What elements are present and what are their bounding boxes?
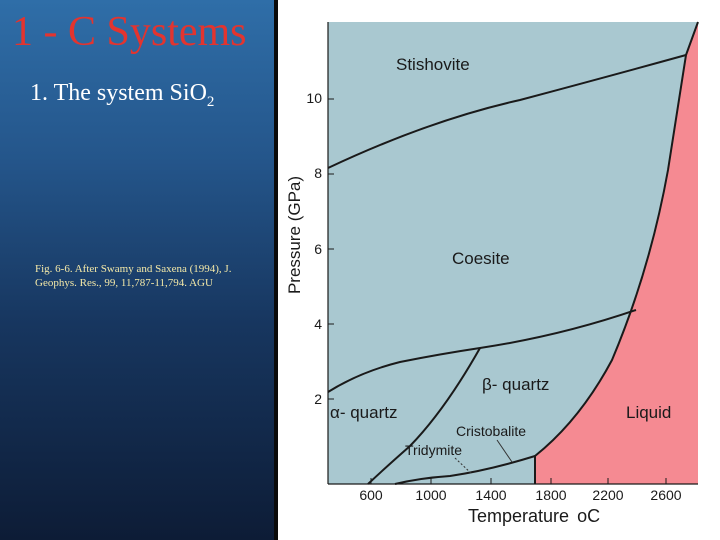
beta-quartz-label: β- quartz	[482, 375, 549, 394]
x-axis-label: Temperature oC	[468, 506, 600, 526]
cristobalite-leader	[496, 439, 513, 463]
liquid-label: Liquid	[626, 403, 671, 422]
left-panel	[0, 0, 274, 540]
phase-diagram: 600 1000 1400 1800 2200 2600 2 4 6 8 10 …	[285, 21, 699, 526]
figure-caption: Fig. 6-6. After Swamy and Saxena (1994),…	[35, 263, 232, 289]
y-tick-label: 8	[314, 165, 322, 181]
quartz-coesite-boundary	[327, 309, 637, 393]
y-tick-label: 10	[306, 90, 322, 106]
y-tick-labels: 2 4 6 8 10	[306, 90, 322, 407]
slide-subtitle: 1. The system SiO2	[30, 80, 214, 111]
slide-title: 1 - C Systems	[12, 9, 247, 55]
coesite-label: Coesite	[452, 249, 510, 268]
x-tick-label: 1800	[535, 487, 566, 503]
quartz-tridymite-boundary	[394, 455, 536, 485]
x-tick-label: 1400	[475, 487, 506, 503]
tridymite-label: Tridymite	[405, 442, 462, 458]
x-tick-label: 600	[359, 487, 383, 503]
x-tick-label: 1000	[415, 487, 446, 503]
liquidus-curve	[534, 21, 699, 484]
x-tick-label: 2200	[592, 487, 623, 503]
coesite-stishovite-boundary	[327, 54, 687, 169]
liquid-region	[535, 22, 698, 484]
stishovite-label: Stishovite	[396, 55, 470, 74]
axis-ticks	[328, 98, 667, 484]
alpha-quartz-label: α- quartz	[330, 403, 397, 422]
x-axis-unit: oC	[577, 506, 600, 526]
alpha-beta-quartz-boundary	[367, 347, 481, 485]
subtitle-o: O	[189, 80, 207, 106]
phase-boundaries	[327, 21, 699, 485]
phase-labels: Stishovite Coesite β- quartz α- quartz C…	[330, 55, 671, 458]
x-tick-labels: 600 1000 1400 1800 2200 2600	[359, 487, 681, 503]
y-tick-label: 2	[314, 391, 322, 407]
cristobalite-label: Cristobalite	[456, 423, 526, 439]
y-tick-label: 6	[314, 241, 322, 257]
x-tick-label: 2600	[650, 487, 681, 503]
y-tick-label: 4	[314, 316, 322, 332]
leader-lines	[454, 439, 513, 475]
y-axis-label: Pressure (GPa)	[285, 176, 304, 294]
subtitle-text: 1. The system Si	[30, 80, 190, 106]
panel-divider	[274, 0, 278, 540]
subtitle-subscript: 2	[206, 93, 215, 110]
x-axis-title: Temperature	[468, 506, 569, 526]
